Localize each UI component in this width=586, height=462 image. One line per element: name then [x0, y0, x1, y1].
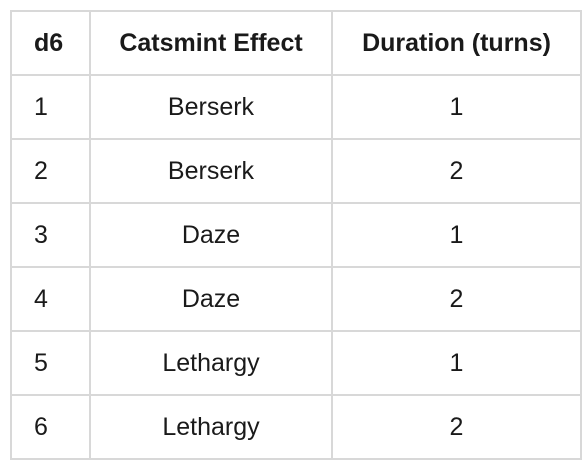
table-row: 4 Daze 2 [10, 266, 582, 332]
table-row: 6 Lethargy 2 [10, 394, 582, 460]
cell-d6: 3 [10, 202, 91, 268]
catsmint-effect-table: d6 Catsmint Effect Duration (turns) 1 Be… [10, 10, 582, 460]
cell-duration: 2 [331, 394, 582, 460]
header-duration: Duration (turns) [331, 10, 582, 76]
cell-duration: 2 [331, 266, 582, 332]
cell-effect: Berserk [89, 74, 333, 140]
cell-d6: 6 [10, 394, 91, 460]
cell-effect: Lethargy [89, 330, 333, 396]
table-row: 2 Berserk 2 [10, 138, 582, 204]
cell-duration: 1 [331, 202, 582, 268]
cell-effect: Berserk [89, 138, 333, 204]
cell-effect: Daze [89, 266, 333, 332]
cell-d6: 1 [10, 74, 91, 140]
cell-effect: Lethargy [89, 394, 333, 460]
header-catsmint-effect: Catsmint Effect [89, 10, 333, 76]
cell-duration: 2 [331, 138, 582, 204]
header-d6: d6 [10, 10, 91, 76]
cell-d6: 2 [10, 138, 91, 204]
table-row: 1 Berserk 1 [10, 74, 582, 140]
cell-d6: 4 [10, 266, 91, 332]
catsmint-table-container: d6 Catsmint Effect Duration (turns) 1 Be… [10, 10, 582, 460]
cell-duration: 1 [331, 74, 582, 140]
table-row: 5 Lethargy 1 [10, 330, 582, 396]
cell-duration: 1 [331, 330, 582, 396]
cell-d6: 5 [10, 330, 91, 396]
cell-effect: Daze [89, 202, 333, 268]
table-row: 3 Daze 1 [10, 202, 582, 268]
table-header-row: d6 Catsmint Effect Duration (turns) [10, 10, 582, 76]
